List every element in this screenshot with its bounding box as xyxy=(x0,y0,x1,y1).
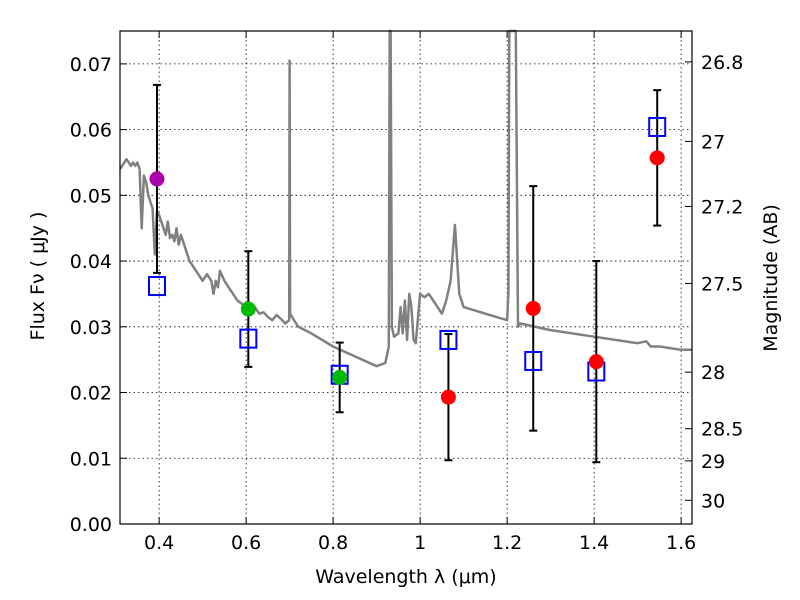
y-tick-label: 0.07 xyxy=(70,54,112,76)
x-tick-label: 1.6 xyxy=(666,532,696,554)
magnitude-tick-label: 30 xyxy=(701,490,725,512)
y-tick-label: 0.05 xyxy=(70,185,112,207)
observed-flux-point xyxy=(525,300,541,316)
magnitude-tick-label: 29 xyxy=(701,451,725,473)
magnitude-tick-label: 27.2 xyxy=(701,197,743,219)
model-spectrum xyxy=(118,29,692,368)
y-tick-label: 0.00 xyxy=(70,514,112,536)
model-flux-square xyxy=(147,276,166,297)
observed-flux-point xyxy=(149,171,165,187)
model-flux-square xyxy=(524,350,543,371)
model-flux-square xyxy=(239,328,258,349)
magnitude-tick-label: 26.8 xyxy=(701,52,743,74)
magnitude-tick-label: 27.5 xyxy=(701,273,743,295)
model-flux-square xyxy=(648,116,667,137)
x-axis-ticks: 0.4 0.6 0.8 1 1.2 1.4 1.6 xyxy=(144,31,696,554)
error-bars xyxy=(152,83,662,464)
x-axis-title: Wavelength λ (μm) xyxy=(315,566,496,588)
magnitude-tick-label: 27 xyxy=(701,131,725,153)
magnitude-axis-ticks: 26.8 27 27.2 27.5 28 28.5 29 30 xyxy=(685,52,743,512)
observed-flux-point xyxy=(649,150,665,166)
x-tick-label: 1.4 xyxy=(579,532,609,554)
data-points xyxy=(147,116,667,405)
x-tick-label: 0.8 xyxy=(318,532,348,554)
plot-border xyxy=(119,30,693,525)
y-tick-label: 0.04 xyxy=(70,251,112,273)
magnitude-axis-title: Magnitude (AB) xyxy=(760,204,782,352)
y-axis-title: Flux Fν ( μJy ) xyxy=(27,212,49,341)
x-tick-label: 1.2 xyxy=(492,532,522,554)
x-tick-label: 0.4 xyxy=(144,532,174,554)
model-flux-square xyxy=(439,329,458,350)
y-tick-label: 0.02 xyxy=(70,383,112,405)
model-spectrum-line xyxy=(118,29,692,368)
plot-frame xyxy=(119,30,693,525)
y-axis-ticks: 0.00 0.01 0.02 0.03 0.04 0.05 0.06 0.07 xyxy=(70,54,127,536)
observed-flux-point xyxy=(588,354,604,370)
y-tick-label: 0.01 xyxy=(70,448,112,470)
magnitude-tick-label: 28 xyxy=(701,362,725,384)
x-tick-label: 0.6 xyxy=(231,532,261,554)
x-tick-label: 1 xyxy=(414,532,426,554)
y-tick-label: 0.06 xyxy=(70,120,112,142)
grid xyxy=(120,31,692,524)
observed-flux-point xyxy=(240,301,256,317)
observed-flux-point xyxy=(332,369,348,385)
observed-flux-point xyxy=(440,389,456,405)
y-tick-label: 0.03 xyxy=(70,317,112,339)
magnitude-tick-label: 28.5 xyxy=(701,419,743,441)
